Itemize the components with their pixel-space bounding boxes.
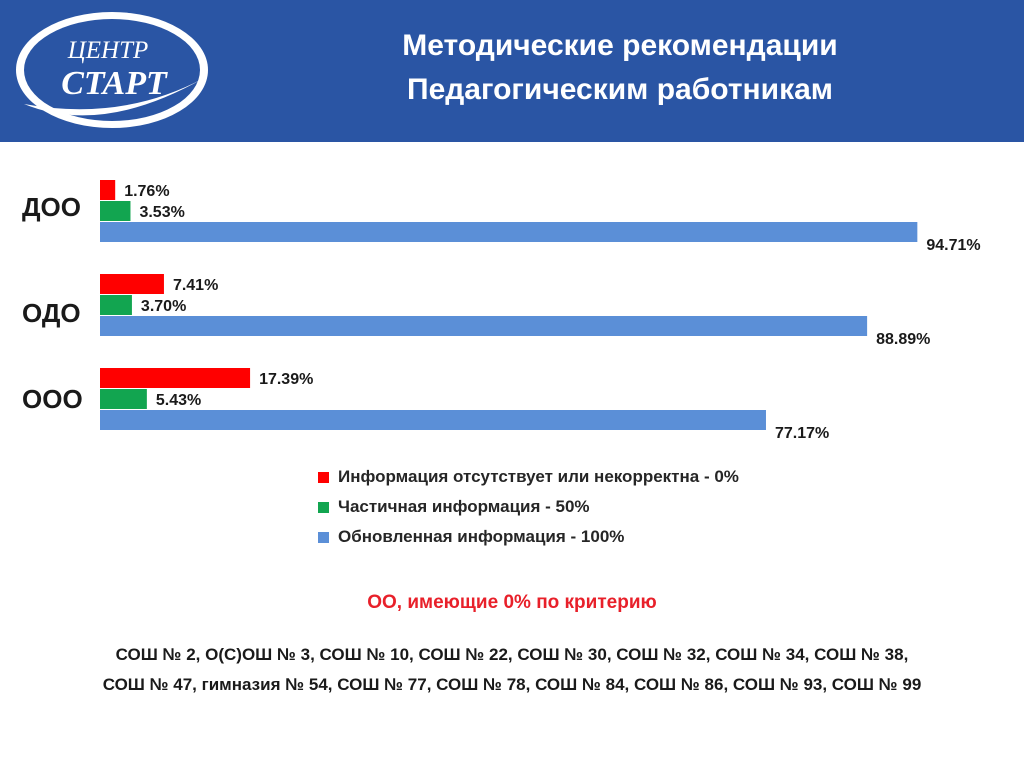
page-title: Методические рекомендации Педагогическим… [240, 24, 1000, 112]
data-label-ooo-partial: 5.43% [156, 392, 201, 409]
data-label-odo-partial: 3.70% [141, 298, 186, 315]
bar-ooo-partial [100, 389, 147, 409]
title-line-2: Педагогическим работникам [407, 73, 833, 106]
category-label-doo: ДОО [22, 192, 81, 222]
bar-ooo-absent [100, 368, 251, 388]
legend-swatch-partial [318, 501, 329, 513]
legend-label-updated: Обновленная информация - 100% [338, 527, 625, 546]
title-line-1: Методические рекомендации [402, 29, 838, 62]
category-label-ooo: ООО [22, 384, 83, 414]
school-list-line-1: СОШ № 2, О(С)ОШ № 3, СОШ № 10, СОШ № 22,… [115, 645, 909, 664]
school-list-line-2: СОШ № 47, гимназия № 54, СОШ № 77, СОШ №… [102, 675, 922, 694]
legend-item-absent: Информация отсутствует или некорректна -… [318, 462, 918, 492]
bar-odo-updated [100, 316, 868, 336]
bar-ooo-updated [100, 410, 766, 430]
bar-doo-updated [100, 222, 918, 242]
data-label-doo-partial: 3.53% [139, 204, 184, 221]
bar-doo-absent [100, 180, 116, 200]
data-label-ooo-updated: 77.17% [775, 425, 829, 442]
data-label-doo-updated: 94.71% [926, 237, 980, 254]
legend-item-updated: Обновленная информация - 100% [318, 522, 918, 552]
data-label-odo-absent: 7.41% [173, 277, 218, 294]
legend-swatch-updated [318, 531, 329, 543]
chart-legend: Информация отсутствует или некорректна -… [318, 462, 918, 552]
data-label-odo-updated: 88.89% [876, 331, 930, 348]
header-banner: ЦЕНТР СТАРТ Методические рекомендации Пе… [0, 0, 1024, 142]
bar-odo-absent [100, 274, 164, 294]
logo-line2: СТАРТ [61, 65, 168, 102]
category-label-odo: ОДО [22, 298, 81, 328]
centr-start-logo: ЦЕНТР СТАРТ [16, 12, 208, 128]
school-list: СОШ № 2, О(С)ОШ № 3, СОШ № 10, СОШ № 22,… [0, 640, 1024, 700]
logo-line1: ЦЕНТР [67, 37, 149, 64]
bar-doo-partial [100, 201, 131, 221]
legend-label-absent: Информация отсутствует или некорректна -… [338, 467, 739, 486]
legend-swatch-absent [318, 471, 329, 483]
legend-item-partial: Частичная информация - 50% [318, 492, 918, 522]
data-label-doo-absent: 1.76% [124, 183, 169, 200]
legend-label-partial: Частичная информация - 50% [338, 497, 590, 516]
bar-odo-partial [100, 295, 132, 315]
logo-swoosh [24, 78, 204, 116]
logo-inner-ellipse [24, 19, 200, 121]
data-label-ooo-absent: 17.39% [259, 371, 313, 388]
criterion-heading: ОО, имеющие 0% по критерию [367, 592, 657, 613]
bar-chart: 1.76% 3.53% 94.71% 7.41% 3.70% 88.89% 17.39% 5.… [100, 180, 981, 442]
